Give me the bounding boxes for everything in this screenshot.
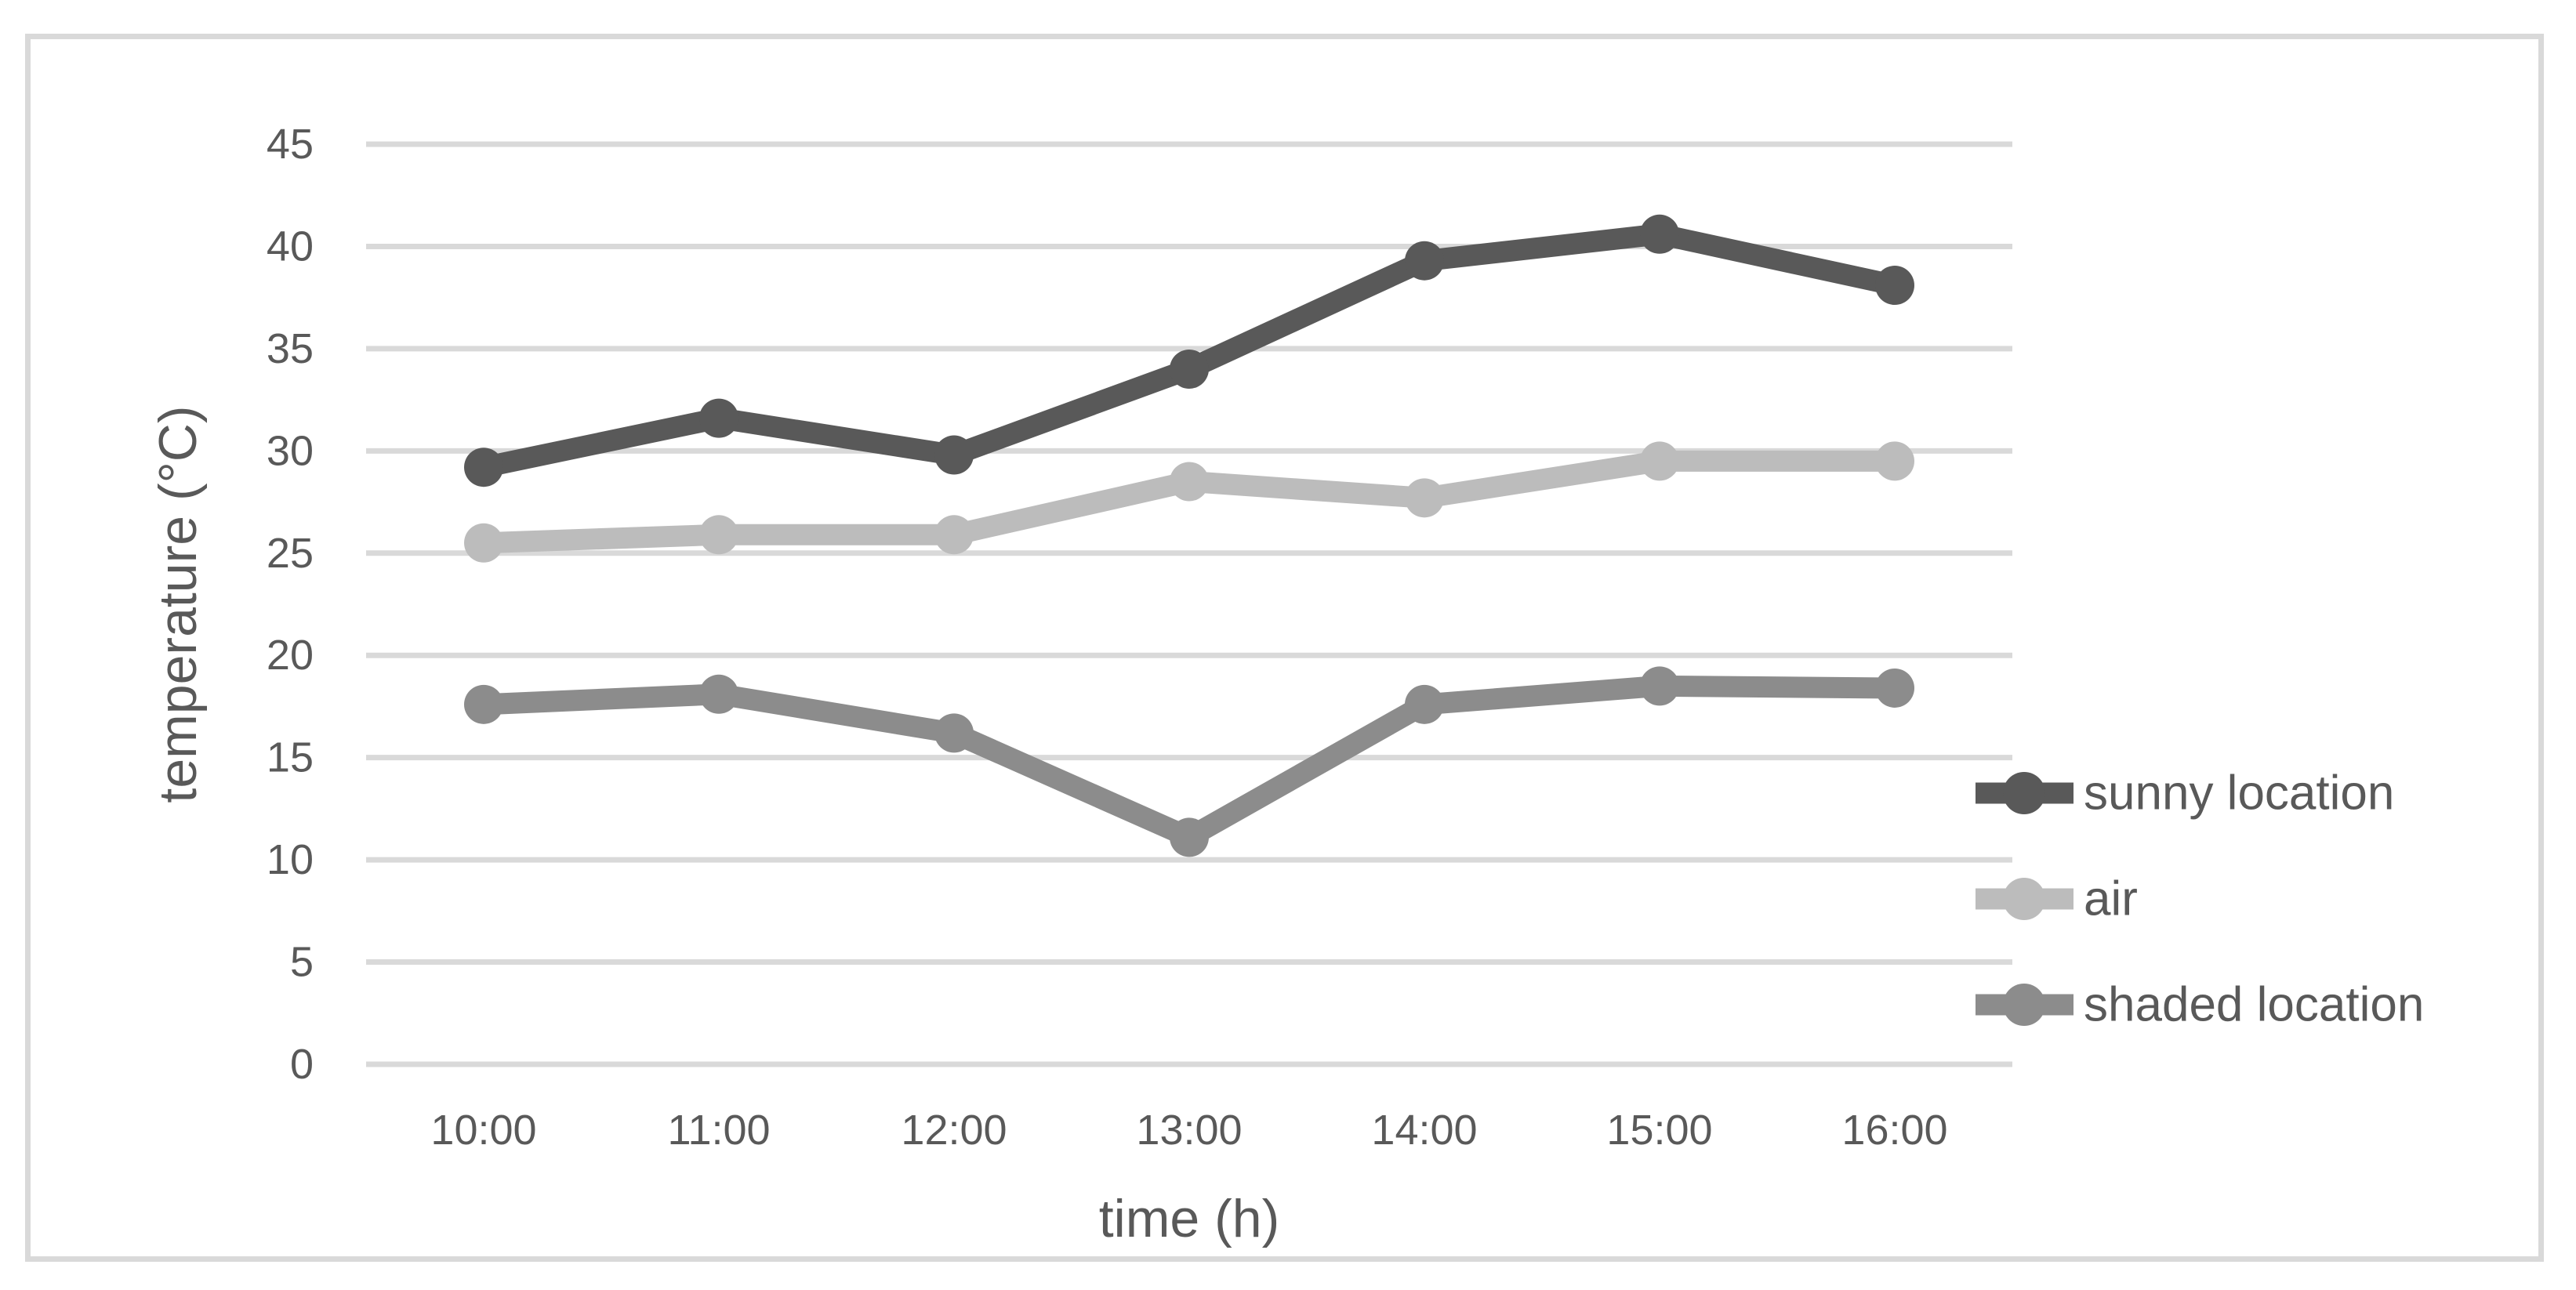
x-tick-label: 11:00 <box>667 1107 770 1154</box>
series-group <box>464 214 1914 857</box>
data-point-marker-shaded-location <box>1640 666 1679 706</box>
y-tick-label: 35 <box>267 325 314 372</box>
data-point-marker-air <box>1875 441 1914 481</box>
data-point-marker-shaded-location <box>464 684 503 724</box>
legend-item-sunny-location: sunny location <box>1976 766 2394 821</box>
legend-item-shaded-location: shaded location <box>1976 978 2424 1032</box>
data-point-marker-shaded-location <box>1405 684 1444 724</box>
legend-item-air: air <box>1976 872 2138 926</box>
data-point-marker-sunny-location <box>1170 349 1209 389</box>
y-tick-label: 20 <box>267 632 314 679</box>
y-tick-label: 40 <box>267 223 314 270</box>
data-point-marker-shaded-location <box>1170 817 1209 857</box>
data-point-marker-air <box>699 515 738 555</box>
data-point-marker-shaded-location <box>1875 668 1914 708</box>
gridline-group <box>366 141 2012 1067</box>
legend-label-air: air <box>2084 872 2138 926</box>
y-tick-label: 5 <box>290 939 314 986</box>
x-axis-tick-labels: 10:00 11:00 12:00 13:00 14:00 15:00 16:00 <box>430 1107 1947 1154</box>
data-point-marker-sunny-location <box>1640 214 1679 254</box>
legend: sunny location air shaded location <box>1976 766 2424 1032</box>
legend-marker-sunny-location <box>2003 772 2045 814</box>
data-point-marker-shaded-location <box>934 713 974 753</box>
x-tick-label: 14:00 <box>1371 1107 1477 1154</box>
y-tick-label: 0 <box>290 1041 314 1088</box>
data-point-marker-sunny-location <box>1875 266 1914 306</box>
data-point-marker-air <box>1405 478 1444 518</box>
legend-marker-shaded-location <box>2003 984 2045 1026</box>
data-point-marker-air <box>464 523 503 563</box>
legend-label-shaded-location: shaded location <box>2084 978 2424 1032</box>
legend-marker-air <box>2003 878 2045 920</box>
y-tick-label: 45 <box>267 121 314 168</box>
data-point-marker-air <box>1170 462 1209 502</box>
x-tick-label: 10:00 <box>430 1107 536 1154</box>
data-point-marker-air <box>1640 441 1679 481</box>
x-tick-label: 15:00 <box>1606 1107 1712 1154</box>
y-tick-label: 15 <box>267 734 314 781</box>
legend-label-sunny-location: sunny location <box>2084 766 2394 821</box>
data-point-marker-sunny-location <box>464 448 503 487</box>
y-axis-tick-labels: 0 5 10 15 20 25 30 35 40 45 <box>267 121 314 1088</box>
data-point-marker-sunny-location <box>934 435 974 475</box>
chart-frame <box>25 34 2544 1262</box>
x-tick-label: 16:00 <box>1841 1107 1947 1154</box>
x-tick-label: 13:00 <box>1136 1107 1242 1154</box>
x-tick-label: 12:00 <box>901 1107 1007 1154</box>
y-tick-label: 25 <box>267 530 314 577</box>
x-axis-title: time (h) <box>1099 1189 1279 1248</box>
data-point-marker-sunny-location <box>1405 241 1444 281</box>
data-point-marker-sunny-location <box>699 398 738 438</box>
y-tick-label: 10 <box>267 836 314 883</box>
data-point-marker-shaded-location <box>699 674 738 714</box>
y-axis-title: temperature (°C) <box>148 405 208 803</box>
data-point-marker-air <box>934 515 974 555</box>
y-tick-label: 30 <box>267 427 314 474</box>
